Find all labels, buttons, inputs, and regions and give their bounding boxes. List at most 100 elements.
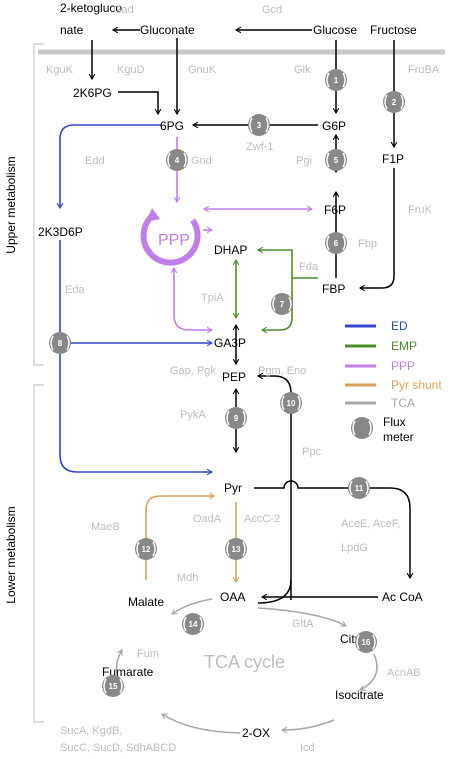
lower-metabolism-label: Lower metabolism <box>4 506 18 603</box>
enzyme-pyka: PykA <box>180 409 206 421</box>
flux-meter-8: 8 <box>49 332 71 354</box>
metabolite-pep: PEP <box>222 370 246 384</box>
flux-meter-number: 9 <box>234 414 239 423</box>
metabolite-2-ox: 2-OX <box>242 726 270 740</box>
tca-cycle-label: TCA cycle <box>204 652 285 672</box>
metabolite-pyr: Pyr <box>224 481 242 495</box>
flux-meter-number: 4 <box>175 156 180 165</box>
metabolite-ga3p: GA3P <box>214 336 246 350</box>
metabolite-f1p: F1P <box>382 152 404 166</box>
enzyme-suca-kgdb: SucA, KgdB, <box>60 725 122 737</box>
flux-meter-4: 4 <box>166 149 188 171</box>
legend: ED EMP PPP Pyr shunt TCA Flux meter <box>345 319 442 444</box>
metabolite-oaa: OAA <box>220 590 245 604</box>
ppp-label: PPP <box>158 232 190 249</box>
pyr-shunt-arrows <box>145 492 240 584</box>
flux-meter-number: 8 <box>58 339 63 348</box>
enzyme-acnab: AcnAB <box>387 667 421 679</box>
flux-meter-number: 10 <box>287 399 296 408</box>
metabolite-fructose: Fructose <box>370 23 417 37</box>
flux-meter-number: 1 <box>334 76 339 85</box>
enzyme-gad: Gad <box>113 4 134 16</box>
flux-meter-1: 1 <box>325 69 347 91</box>
metabolite-acetyl-coa: Ac CoA <box>382 590 423 604</box>
emp-pathway-arrows <box>232 246 318 334</box>
ppp-cycle-icon: PPP <box>140 208 201 266</box>
enzyme-edd: Edd <box>85 155 105 167</box>
metabolite-6pg: 6PG <box>160 119 184 133</box>
flux-meter-number: 6 <box>334 239 339 248</box>
metabolite-g6p: G6P <box>322 119 346 133</box>
metabolite-gluconate: Gluconate <box>140 23 195 37</box>
enzyme-eda: Eda <box>65 284 85 296</box>
metabolite-2-ketogluconate-line1: 2-ketogluco <box>60 1 122 15</box>
metabolite-2k6pg: 2K6PG <box>73 86 112 100</box>
enzyme-gnd: Gnd <box>191 155 212 167</box>
legend-emp-label: EMP <box>391 339 417 353</box>
metabolite-2k3d6p: 2K3D6P <box>38 225 83 239</box>
enzyme-zwf-1: Zwf-1 <box>246 141 274 153</box>
legend-ed-label: ED <box>391 319 408 333</box>
flux-meter-14: 14 <box>182 613 204 635</box>
metabolite-fbp: FBP <box>322 282 345 296</box>
flux-meter-number: 12 <box>142 545 151 554</box>
tca-cycle-arrows <box>115 598 378 734</box>
metabolite-2-ketogluconate-line2: nate <box>60 23 84 37</box>
enzyme-glk: Glk <box>294 64 311 76</box>
metabolite-dhap: DHAP <box>214 243 247 257</box>
flux-meter-number: 14 <box>189 620 198 629</box>
flux-meter-7: 7 <box>271 293 293 315</box>
flux-meter-number: 2 <box>392 98 397 107</box>
metabolite-isocitrate: Isocitrate <box>335 688 384 702</box>
enzyme-fum: Fum <box>137 648 159 660</box>
flux-meter-number: 13 <box>232 545 241 554</box>
ed-pathway-arrows <box>56 124 214 476</box>
upper-bracket <box>33 43 44 366</box>
enzyme-labels: Gad Gcd KguK KguD GnuK Glk FruBA Edd Gnd… <box>46 4 440 754</box>
metabolite-labels: 2-ketogluco nate Gluconate Glucose Fruct… <box>38 1 423 740</box>
flux-meter-10: 10 <box>280 392 302 414</box>
metabolite-glucose: Glucose <box>313 23 357 37</box>
metabolite-f6p: F6P <box>324 203 346 217</box>
upper-metabolism-label: Upper metabolism <box>4 156 18 253</box>
enzyme-gap-pgk: Gap, Pgk <box>170 365 216 377</box>
flux-meter-2: 2 <box>383 91 405 113</box>
enzyme-fruba: FruBA <box>408 64 440 76</box>
enzyme-accc-2: AccC-2 <box>244 513 280 525</box>
legend-flux-meter-line2: meter <box>383 430 414 444</box>
flux-meter-13: 13 <box>225 538 247 560</box>
enzyme-kgud: KguD <box>117 64 145 76</box>
lower-bracket <box>33 384 44 723</box>
legend-flux-meter-icon <box>351 417 373 439</box>
enzyme-succ-sucd-sdhabcd: SucC, SucD, SdhABCD <box>60 742 176 754</box>
enzyme-tpia: TpiA <box>201 292 224 304</box>
flux-meter-number: 5 <box>334 156 339 165</box>
enzyme-oada: OadA <box>193 513 222 525</box>
enzyme-pgi: Pgi <box>296 155 312 167</box>
enzyme-mdh: Mdh <box>177 572 198 584</box>
flux-meter-15: 15 <box>102 675 124 697</box>
flux-meter-3: 3 <box>248 114 270 136</box>
legend-ppp-label: PPP <box>391 359 415 373</box>
flux-meter-5: 5 <box>325 149 347 171</box>
enzyme-lpdg: LpdG <box>341 542 368 554</box>
flux-meter-16: 16 <box>355 631 377 653</box>
enzyme-gnuk: GnuK <box>188 64 217 76</box>
flux-meter-number: 15 <box>109 682 118 691</box>
enzyme-fbp: Fbp <box>358 238 377 250</box>
flux-meter-12: 12 <box>135 538 157 560</box>
enzyme-fruk: FruK <box>408 204 433 216</box>
enzyme-fda: Fda <box>299 261 319 273</box>
legend-pyr-shunt-label: Pyr shunt <box>391 378 442 392</box>
flux-meter-number: 11 <box>355 484 364 493</box>
enzyme-pgm-eno: Pgm, Eno <box>258 365 306 377</box>
flux-meter-11: 11 <box>348 477 370 499</box>
enzyme-icd: Icd <box>300 742 315 754</box>
legend-tca-label: TCA <box>391 396 415 410</box>
flux-meter-6: 6 <box>325 232 347 254</box>
flux-meter-number: 3 <box>257 121 262 130</box>
enzyme-ppc: Ppc <box>302 446 321 458</box>
